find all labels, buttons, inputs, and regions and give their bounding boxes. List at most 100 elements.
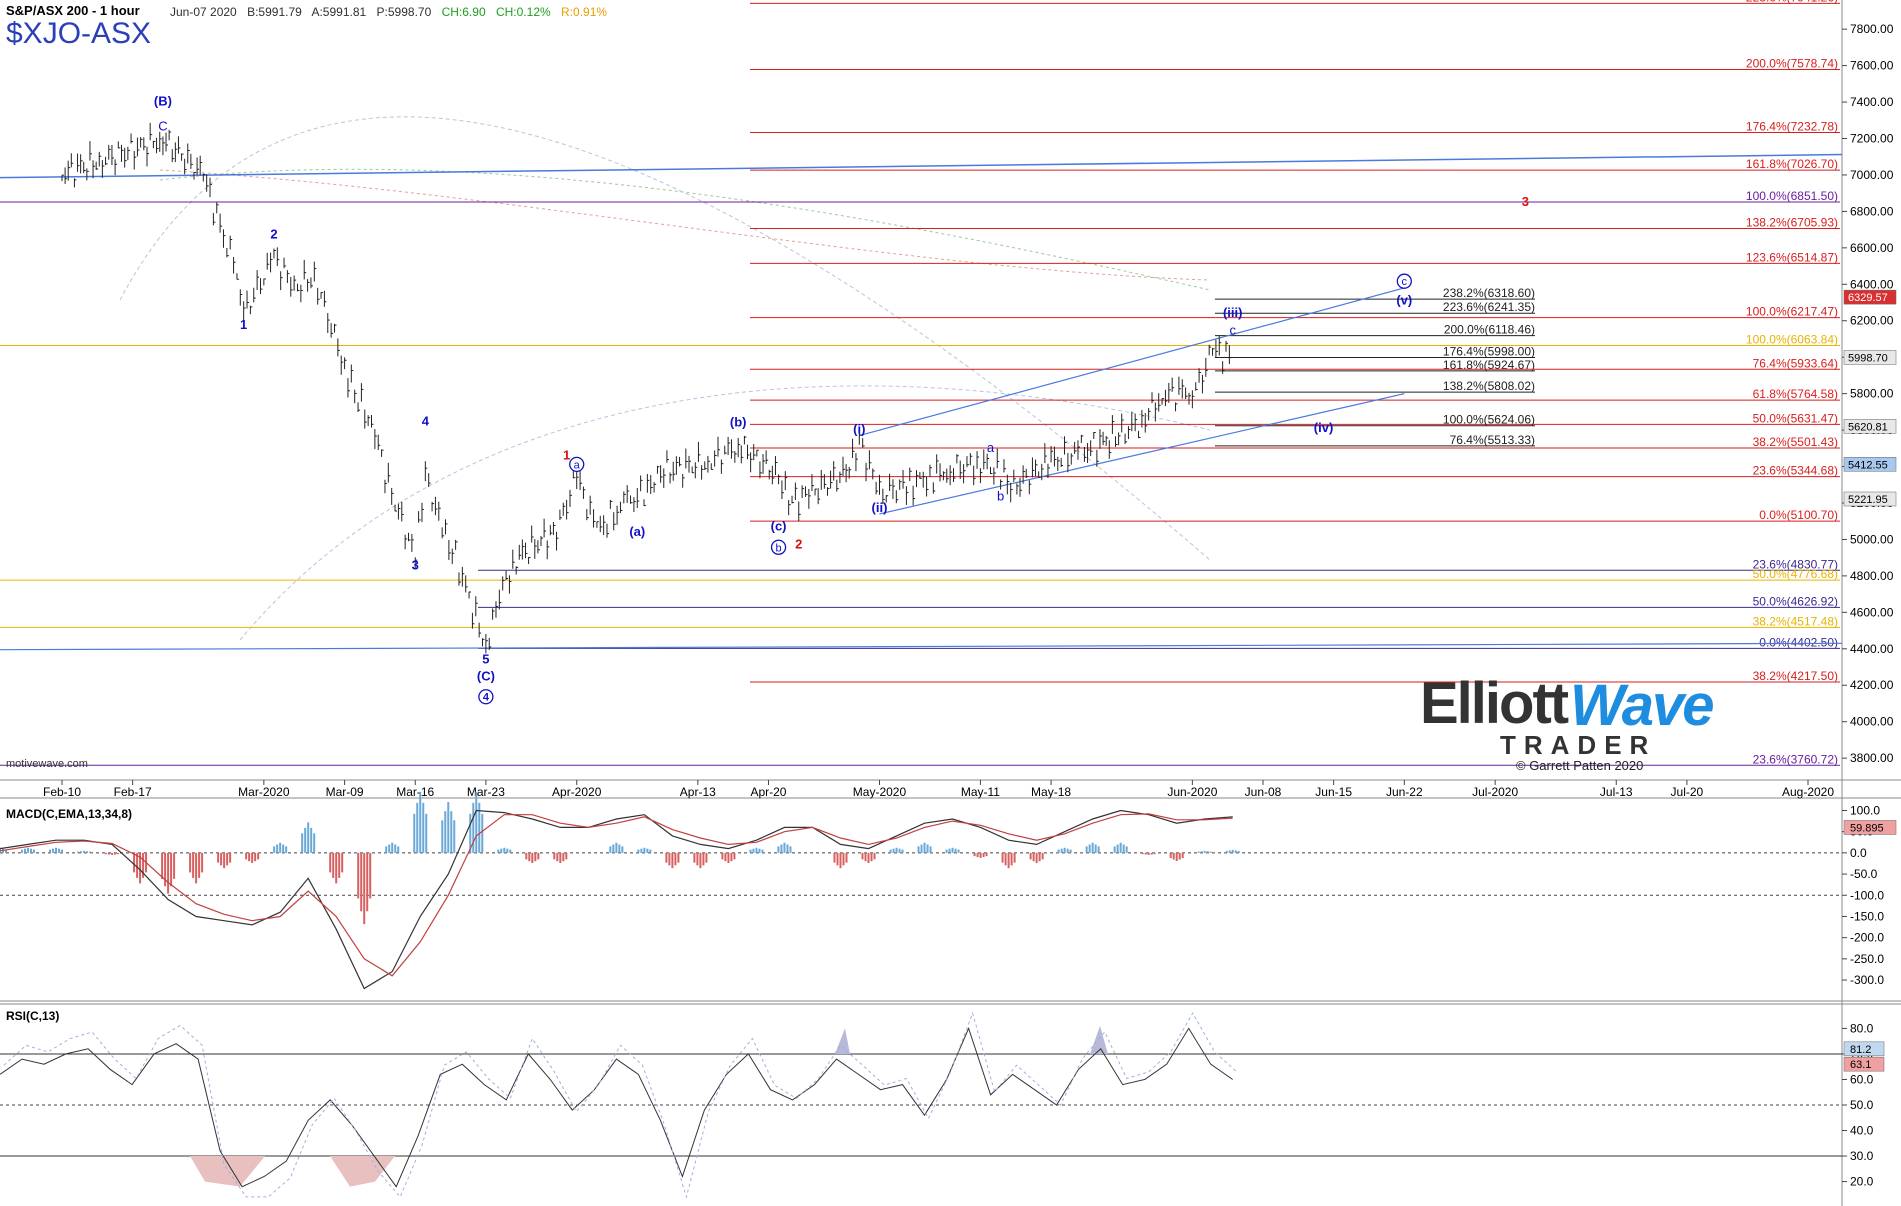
fib-level-label: 200.0%(6118.46) xyxy=(1444,323,1535,337)
wave-label: 3 xyxy=(412,558,419,573)
logo-word-elliott: Elliott xyxy=(1420,671,1569,736)
price-tick-label: 6200.00 xyxy=(1850,314,1894,328)
trendline-upper-long xyxy=(0,153,1843,179)
fib-level-label: 161.8%(5924.67) xyxy=(1443,358,1535,372)
quote-date: Jun-07 2020 xyxy=(170,5,237,19)
fib-level-label: 238.2%(6318.60) xyxy=(1443,286,1535,300)
logo-word-trader: TRADER xyxy=(1500,730,1657,760)
rsi-tick-label: 20.0 xyxy=(1850,1175,1874,1189)
price-tick-label: 7000.00 xyxy=(1850,168,1894,182)
wave-label: C xyxy=(158,118,167,133)
price-tick-label: 4800.00 xyxy=(1850,569,1894,583)
elliottwave-logo: Elliott Wave TRADER xyxy=(1420,670,1740,760)
copyright-label: © Garrett Patten 2020 xyxy=(1516,758,1644,773)
wave-label-circle xyxy=(478,689,494,705)
wave-label: a xyxy=(987,440,995,455)
wave-label: c xyxy=(1229,322,1236,337)
fib-level-label: 50.0%(4776.68) xyxy=(1753,567,1838,581)
fib-level-label: 23.6%(5344.68) xyxy=(1753,464,1838,478)
rsi-tick-label: 60.0 xyxy=(1850,1072,1874,1086)
macd-tick-label: 0.0 xyxy=(1850,846,1867,860)
fib-level-label: 123.6%(6514.87) xyxy=(1746,250,1838,264)
rsi-badge-label: 81.2 xyxy=(1850,1044,1871,1056)
wave-label: (v) xyxy=(1396,292,1412,307)
rsi-badge-label: 63.1 xyxy=(1850,1059,1871,1071)
wave-label: (i) xyxy=(853,422,865,437)
fib-level-label: 100.0%(6063.84) xyxy=(1746,333,1838,347)
wave-label: c xyxy=(1402,276,1408,288)
quote-price: P:5998.70 xyxy=(376,5,432,19)
rsi-badge xyxy=(1843,1056,1885,1072)
fib-level-label: 223.6%(7941.26) xyxy=(1746,0,1838,4)
macd-tick-label: -200.0 xyxy=(1850,931,1884,945)
price-tick-label: 7600.00 xyxy=(1850,59,1894,73)
fib-level-label: 176.4%(5998.00) xyxy=(1443,345,1535,359)
price-tick-label: 7200.00 xyxy=(1850,132,1894,146)
wave-label: b xyxy=(776,542,782,554)
price-tick-label: 7800.00 xyxy=(1850,22,1894,36)
quote-bid: B:5991.79 xyxy=(247,5,302,19)
wave-label: 2 xyxy=(795,537,802,552)
date-tick-label: Apr-2020 xyxy=(552,785,602,799)
date-tick-label: Mar-2020 xyxy=(238,785,290,799)
fib-level-label: 38.2%(5501.43) xyxy=(1753,435,1838,449)
date-tick-label: Jul-2020 xyxy=(1472,785,1518,799)
wave-label: 4 xyxy=(422,414,430,429)
price-tick-label: 5000.00 xyxy=(1850,532,1894,546)
price-badge-label: 5221.95 xyxy=(1848,494,1888,506)
price-badge xyxy=(1843,350,1897,365)
price-badge xyxy=(1843,419,1897,434)
fib-level-label: 223.6%(6241.35) xyxy=(1443,300,1535,314)
price-tick-label: 4200.00 xyxy=(1850,678,1894,692)
date-tick-label: Jun-22 xyxy=(1386,785,1423,799)
wave-label: b xyxy=(997,488,1004,503)
quote-range: R:0.91% xyxy=(561,5,608,19)
price-badge-label: 5412.55 xyxy=(1848,459,1888,471)
price-tick-label: 5800.00 xyxy=(1850,387,1894,401)
fib-level-label: 161.8%(7026.70) xyxy=(1746,157,1838,171)
macd-tick-label: -300.0 xyxy=(1850,973,1884,987)
rsi-tick-label: 30.0 xyxy=(1850,1149,1874,1163)
fib-level-label: 138.2%(5808.02) xyxy=(1443,379,1535,393)
price-tick-label: 4400.00 xyxy=(1850,642,1894,656)
macd-tick-label: -250.0 xyxy=(1850,952,1884,966)
date-tick-label: Mar-09 xyxy=(326,785,364,799)
price-badge xyxy=(1843,457,1897,472)
macd-signal-line xyxy=(0,813,1233,977)
chart-title: S&P/ASX 200 - 1 hour xyxy=(6,3,140,18)
wave-label: 1 xyxy=(563,447,570,462)
wave-label: (C) xyxy=(477,669,495,684)
rsi-badge xyxy=(1843,1041,1885,1057)
date-tick-label: May-11 xyxy=(961,785,1000,799)
fib-level-label: 100.0%(6851.50) xyxy=(1746,189,1838,203)
fib-level-label: 200.0%(7578.74) xyxy=(1746,56,1838,70)
rsi-title: RSI(C,13) xyxy=(6,1009,60,1023)
rsi-tick-label: 40.0 xyxy=(1850,1124,1874,1138)
wave-label: 3 xyxy=(1522,194,1529,209)
wave-label: (a) xyxy=(629,524,645,539)
fib-level-label: 100.0%(5624.06) xyxy=(1443,413,1535,427)
source-label: motivewave.com xyxy=(6,758,88,770)
rsi-overbought-fill xyxy=(1090,1025,1108,1054)
date-tick-label: May-18 xyxy=(1031,785,1071,799)
fib-level-label: 76.4%(5513.33) xyxy=(1450,433,1535,447)
quote-ask: A:5991.81 xyxy=(311,5,367,19)
rsi-oversold-fill xyxy=(330,1156,395,1187)
price-badge xyxy=(1843,289,1897,305)
price-badge-label: 6329.57 xyxy=(1848,292,1888,304)
price-series xyxy=(61,122,1232,654)
rsi-tick-label: 80.0 xyxy=(1850,1021,1874,1035)
wave-label: (B) xyxy=(154,94,172,109)
fib-level-label: 0.0%(5100.70) xyxy=(1759,508,1838,522)
price-tick-label: 4600.00 xyxy=(1850,605,1894,619)
wave-label-circle xyxy=(1396,273,1412,289)
price-badge-label: 5620.81 xyxy=(1848,421,1888,433)
date-tick-label: Mar-23 xyxy=(467,785,505,799)
date-tick-label: Mar-16 xyxy=(396,785,434,799)
price-tick-label: 3800.00 xyxy=(1850,751,1894,765)
price-tick-label: 6600.00 xyxy=(1850,241,1894,255)
fib-level-label: 100.0%(6217.47) xyxy=(1746,305,1838,319)
wave-label: (iv) xyxy=(1314,420,1334,435)
macd-tick-label: 100.0 xyxy=(1850,803,1880,817)
fib-level-label: 61.8%(5764.58) xyxy=(1753,387,1838,401)
